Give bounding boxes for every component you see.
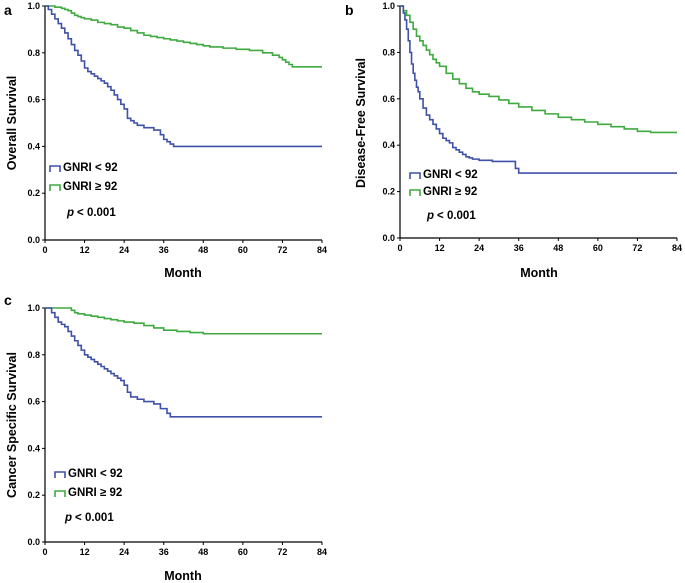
panel-a: a Overall Survival Month 0 12 24 36 48 60 72 84… <box>4 1 327 280</box>
panel-b: b Disease-Free Survival Month 0 12 24 36 48 6… <box>345 1 682 280</box>
y-tick-label: 0.8 <box>27 350 40 360</box>
y-tick-label: 0.2 <box>382 187 395 197</box>
x-tick-label: 72 <box>277 245 287 255</box>
x-tick-label: 24 <box>474 243 484 253</box>
y-tick-label: 0.0 <box>27 235 40 245</box>
series-line-gnri-low <box>45 5 322 148</box>
y-tick-label: 0.8 <box>27 48 40 58</box>
y-tick-label: 0.6 <box>382 94 395 104</box>
legend-b: GNRI < 92 GNRI ≥ 92 <box>409 169 478 198</box>
x-tick-label: 48 <box>198 245 208 255</box>
x-tick-label: 84 <box>672 243 682 253</box>
y-tick-label: 0.6 <box>27 397 40 407</box>
x-tick-label: 0 <box>397 243 402 253</box>
p-symbol-c: p <box>64 512 72 524</box>
x-axis-title-b: Month <box>520 266 557 280</box>
plot-area-a: 0 12 24 36 48 60 72 84 0.0 0.2 0.4 0.6 0.8 1.0 <box>27 1 327 255</box>
x-axis-title-c: Month <box>164 569 201 583</box>
y-tick-label: 0.0 <box>382 233 395 243</box>
series-line-gnri-low <box>45 307 322 418</box>
plot-area-c: 0 12 24 36 48 60 72 84 0.0 0.2 0.4 0.6 0.8 1.0 <box>27 303 327 557</box>
p-value-a: p < 0.001 <box>66 207 116 219</box>
panel-c: c Cancer Specific Survival Month 0 12 24 36… <box>4 292 327 583</box>
series-line-gnri-high <box>400 5 677 134</box>
legend-label-gnri-high-b: GNRI ≥ 92 <box>423 186 477 198</box>
y-tick-label: 1.0 <box>382 1 395 11</box>
y-axis-title-c: Cancer Specific Survival <box>5 352 19 498</box>
panel-letter-c: c <box>4 292 12 308</box>
y-tick-label: 0.0 <box>27 537 40 547</box>
x-tick-label: 12 <box>435 243 445 253</box>
x-tick-label: 12 <box>80 547 90 557</box>
series-line-gnri-high <box>45 5 322 68</box>
x-tick-label: 60 <box>238 547 248 557</box>
legend-label-gnri-low-b: GNRI < 92 <box>423 169 478 181</box>
legend-label-gnri-high-c: GNRI ≥ 92 <box>68 487 122 499</box>
y-axis-title-b: Disease-Free Survival <box>354 58 368 188</box>
p-symbol-b: p <box>426 210 434 222</box>
legend-label-gnri-low-c: GNRI < 92 <box>68 468 123 480</box>
x-tick-label: 24 <box>119 547 129 557</box>
series-line-gnri-low <box>400 5 677 174</box>
p-value-b: p < 0.001 <box>426 210 476 222</box>
y-tick-label: 1.0 <box>27 303 40 313</box>
y-tick-label: 0.2 <box>27 490 40 500</box>
legend-swatch-gnri-low-c <box>54 471 66 478</box>
y-tick-label: 0.6 <box>27 95 40 105</box>
p-symbol-a: p <box>66 207 74 219</box>
legend-swatch-gnri-low-b <box>409 172 421 179</box>
x-axis-title-a: Month <box>164 266 201 280</box>
x-tick-label: 72 <box>632 243 642 253</box>
plot-area-b: 0 12 24 36 48 60 72 84 0.0 0.2 0.4 0.6 0.8 1.0 <box>382 1 682 253</box>
x-tick-label: 84 <box>317 245 327 255</box>
panel-letter-a: a <box>4 2 12 18</box>
x-tick-label: 48 <box>553 243 563 253</box>
legend-c: GNRI < 92 GNRI ≥ 92 <box>54 468 123 499</box>
x-tick-label: 84 <box>317 547 327 557</box>
series-line-gnri-high <box>45 307 322 335</box>
p-value-text-a: < 0.001 <box>77 207 116 219</box>
panel-letter-b: b <box>345 2 354 18</box>
y-axis-title-a: Overall Survival <box>5 76 19 171</box>
x-tick-label: 60 <box>238 245 248 255</box>
p-value-text-c: < 0.001 <box>75 512 114 524</box>
x-tick-label: 36 <box>514 243 524 253</box>
legend-a: GNRI < 92 GNRI ≥ 92 <box>49 162 118 193</box>
x-tick-label: 72 <box>277 547 287 557</box>
legend-swatch-gnri-high-c <box>54 490 66 497</box>
y-tick-label: 0.8 <box>382 47 395 57</box>
y-tick-label: 0.4 <box>27 141 40 151</box>
x-tick-label: 36 <box>159 245 169 255</box>
x-tick-label: 36 <box>159 547 169 557</box>
legend-swatch-gnri-high-a <box>49 184 61 191</box>
x-tick-label: 0 <box>42 245 47 255</box>
y-tick-label: 0.4 <box>27 443 40 453</box>
y-tick-label: 0.2 <box>27 188 40 198</box>
p-value-text-b: < 0.001 <box>437 210 476 222</box>
x-tick-label: 24 <box>119 245 129 255</box>
y-tick-label: 1.0 <box>27 1 40 11</box>
legend-label-gnri-high-a: GNRI ≥ 92 <box>63 181 117 193</box>
legend-label-gnri-low-a: GNRI < 92 <box>63 162 118 174</box>
x-tick-label: 60 <box>593 243 603 253</box>
p-value-c: p < 0.001 <box>64 512 114 524</box>
y-tick-label: 0.4 <box>382 140 395 150</box>
legend-swatch-gnri-high-b <box>409 189 421 196</box>
x-tick-label: 0 <box>42 547 47 557</box>
x-tick-label: 48 <box>198 547 208 557</box>
x-tick-label: 12 <box>80 245 90 255</box>
legend-swatch-gnri-low-a <box>49 165 61 172</box>
